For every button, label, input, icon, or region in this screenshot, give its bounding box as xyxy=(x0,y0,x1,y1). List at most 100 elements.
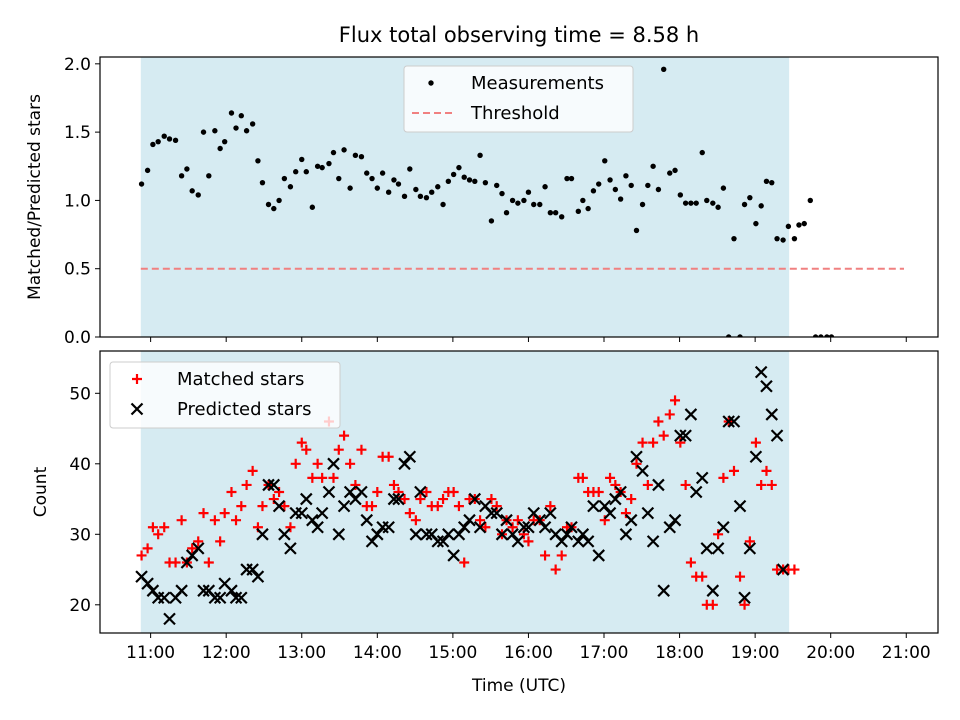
measurement-point xyxy=(633,227,640,234)
measurement-point xyxy=(818,334,824,337)
measurement-point xyxy=(710,200,716,206)
predicted-star-point xyxy=(278,528,291,541)
predicted-star-point xyxy=(581,535,595,548)
measurement-point xyxy=(828,334,835,337)
plot-area xyxy=(138,66,904,337)
measurement-point xyxy=(395,181,402,187)
measurement-point xyxy=(450,171,457,178)
measurement-point xyxy=(243,128,250,134)
measurement-point xyxy=(542,184,548,190)
matched-star-point xyxy=(556,550,567,561)
matched-star-point xyxy=(453,501,464,512)
matched-star-point xyxy=(285,522,296,533)
predicted-star-point xyxy=(689,485,703,499)
y-axis-label: Count xyxy=(31,466,51,517)
predicted-star-point xyxy=(598,499,612,513)
matched-star-point xyxy=(290,458,301,469)
matched-star-point xyxy=(241,479,252,490)
matched-star-point xyxy=(512,515,523,526)
measurement-point xyxy=(575,208,582,215)
measurement-point xyxy=(423,194,430,201)
measurement-point xyxy=(753,220,759,227)
predicted-star-point xyxy=(175,584,188,597)
measurement-point xyxy=(435,184,441,190)
predicted-star-point xyxy=(560,528,574,541)
predicted-star-point xyxy=(646,535,660,548)
measurement-point xyxy=(336,175,342,182)
matched-star-point xyxy=(404,508,415,519)
measurement-point xyxy=(155,138,161,145)
measurement-point xyxy=(172,137,179,144)
measurement-point xyxy=(374,185,381,191)
predicted-star-point xyxy=(473,520,487,534)
measurement-point xyxy=(212,128,218,134)
predicted-star-point xyxy=(619,528,633,541)
measurement-point xyxy=(807,197,813,204)
x-tick-label: 21:00 xyxy=(882,643,931,663)
predicted-star-point xyxy=(624,513,638,527)
predicted-star-point xyxy=(146,584,160,597)
matched-star-point xyxy=(744,536,755,547)
measurement-point xyxy=(639,201,646,208)
predicted-star-point xyxy=(197,584,210,597)
matched-star-point xyxy=(599,515,610,526)
predicted-star-point xyxy=(315,506,329,520)
predicted-star-point xyxy=(387,492,401,506)
predicted-star-point xyxy=(754,365,768,379)
measurement-point xyxy=(763,178,770,184)
measurement-point xyxy=(482,179,489,186)
measurement-point xyxy=(688,200,694,206)
matched-star-point xyxy=(339,430,350,441)
matched-star-point xyxy=(438,494,449,505)
measurement-point xyxy=(494,182,500,189)
legend: Measurements Threshold xyxy=(403,65,634,133)
matched-star-point xyxy=(215,536,226,547)
measurement-point xyxy=(477,152,483,159)
x-tick-label: 19:00 xyxy=(731,643,780,663)
matched-star-point xyxy=(593,487,604,497)
predicted-star-point xyxy=(371,528,384,541)
predicted-star-point xyxy=(191,542,205,555)
matched-star-point xyxy=(631,458,642,469)
predicted-star-point xyxy=(272,499,286,513)
measurement-point xyxy=(161,133,167,139)
x-tick-label: 16:00 xyxy=(504,643,553,663)
predicted-star-point xyxy=(565,520,578,534)
matched-star-point xyxy=(707,599,718,610)
predicted-star-point xyxy=(468,492,482,506)
measurement-point xyxy=(602,158,608,164)
measurement-point xyxy=(645,182,651,189)
measurement-point xyxy=(774,235,780,242)
measurement-point xyxy=(417,193,424,200)
predicted-star-point xyxy=(679,429,692,442)
matched-star-point xyxy=(268,494,279,505)
predicted-star-point xyxy=(213,591,227,605)
predicted-star-point xyxy=(500,513,513,527)
matched-star-point xyxy=(664,409,675,420)
predicted-star-point xyxy=(587,499,600,513)
measurement-point xyxy=(276,197,282,204)
predicted-star-point xyxy=(332,528,346,541)
matched-star-point xyxy=(728,465,739,476)
legend: Matched stars Predicted stars xyxy=(109,361,341,429)
matched-star-point xyxy=(680,479,691,490)
predicted-star-point xyxy=(506,528,519,541)
predicted-star-point xyxy=(522,520,535,534)
measurement-point xyxy=(590,188,597,194)
measurement-point xyxy=(440,201,446,208)
measurement-point xyxy=(456,164,462,171)
matched-star-point xyxy=(718,472,729,483)
matched-star-point xyxy=(415,494,426,505)
predicted-star-point xyxy=(743,542,757,555)
measurement-point xyxy=(509,197,516,204)
measurement-point xyxy=(503,210,510,216)
legend-predicted-marker xyxy=(130,402,144,416)
predicted-star-point xyxy=(295,506,309,520)
matched-star-point xyxy=(432,501,443,512)
predicted-star-point xyxy=(208,591,222,605)
measurement-point xyxy=(741,201,748,208)
predicted-star-point xyxy=(447,549,460,562)
predicted-star-point xyxy=(337,499,351,513)
matched-star-point xyxy=(328,472,339,483)
measurement-point xyxy=(461,174,467,180)
